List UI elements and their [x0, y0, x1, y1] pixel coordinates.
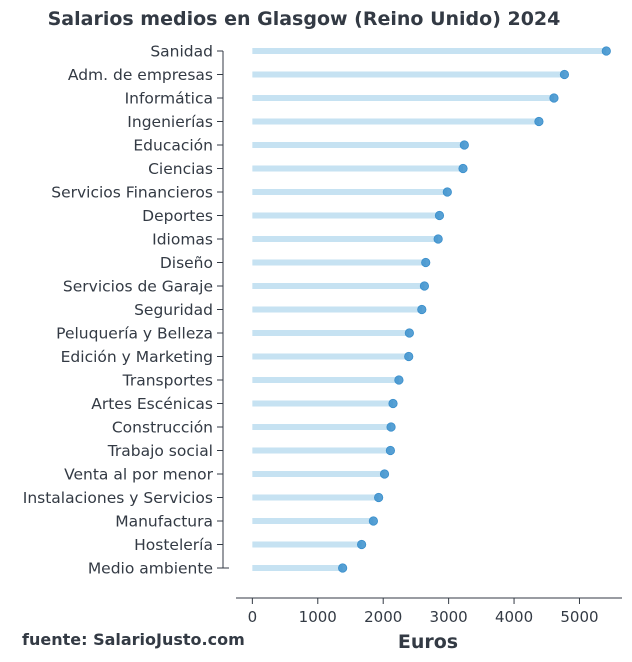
dot-artes-escenicas: [388, 398, 398, 409]
category-label-informatica: Informática: [125, 90, 213, 108]
dots-group: [338, 46, 611, 573]
dot-manufactura: [368, 516, 378, 526]
dot-medio-ambiente: [338, 563, 348, 573]
dot-sanidad: [601, 46, 611, 56]
dot-servicios-financieros: [442, 187, 452, 197]
category-label-edicion-y-marketing: Edición y Marketing: [61, 348, 213, 366]
dot-hosteleria: [357, 539, 367, 550]
stems-group: [252, 48, 607, 571]
category-label-idiomas: Idiomas: [152, 231, 213, 249]
dot-instalaciones-y-servicios: [374, 492, 384, 503]
dot-seguridad: [417, 304, 427, 315]
category-label-servicios-financieros: Servicios Financieros: [51, 184, 213, 202]
x-ticks-group: 0 1000 2000 3000 4000 5000: [248, 598, 599, 626]
x-tick-label-3000: 3000: [430, 608, 468, 626]
category-labels-group: Sanidad Adm. de empresas Informática Ingeni…: [23, 43, 223, 578]
x-tick-label-5000: 5000: [560, 608, 598, 626]
x-axis-label: Euros: [398, 631, 458, 653]
category-label-ingenierias: Ingenierías: [127, 113, 213, 131]
dot-ciencias: [458, 163, 468, 174]
category-label-sanidad: Sanidad: [150, 43, 213, 61]
category-label-educacion: Educación: [133, 137, 213, 155]
category-label-trabajo-social: Trabajo social: [107, 442, 213, 460]
category-label-peluqueria-y-belleza: Peluquería y Belleza: [56, 325, 213, 343]
dot-educacion: [459, 140, 469, 150]
dot-construccion: [386, 422, 396, 432]
dot-informatica: [549, 93, 559, 103]
dot-deportes: [434, 210, 445, 221]
dot-diseno: [421, 257, 431, 268]
category-label-adm-de-empresas: Adm. de empresas: [68, 66, 213, 84]
category-label-hosteleria: Hostelería: [134, 536, 213, 554]
category-label-deportes: Deportes: [142, 207, 213, 225]
category-label-medio-ambiente: Medio ambiente: [88, 560, 213, 578]
category-label-venta-al-por-menor: Venta al por menor: [64, 466, 214, 484]
dot-idiomas: [433, 234, 443, 244]
x-tick-label-0: 0: [248, 608, 258, 626]
category-label-construccion: Construcción: [112, 419, 213, 437]
x-tick-label-4000: 4000: [495, 608, 533, 626]
dot-venta-al-por-menor: [379, 469, 390, 479]
dot-edicion-y-marketing: [404, 351, 414, 362]
category-label-seguridad: Seguridad: [134, 301, 213, 319]
dot-trabajo-social: [385, 445, 395, 456]
category-label-artes-escenicas: Artes Escénicas: [91, 395, 213, 413]
category-label-manufactura: Manufactura: [115, 513, 213, 531]
category-label-transportes: Transportes: [122, 372, 213, 390]
dot-adm-de-empresas: [559, 69, 570, 80]
source-note: fuente: SalarioJusto.com: [22, 630, 245, 649]
x-tick-label-1000: 1000: [299, 608, 337, 626]
dot-transportes: [394, 375, 404, 385]
category-label-ciencias: Ciencias: [148, 160, 213, 178]
dot-ingenierias: [534, 116, 544, 127]
chart-title: Salarios medios en Glasgow (Reino Unido)…: [48, 8, 561, 30]
dot-servicios-de-garaje: [419, 281, 430, 291]
x-tick-label-2000: 2000: [364, 608, 402, 626]
category-label-instalaciones-y-servicios: Instalaciones y Servicios: [23, 489, 213, 507]
dot-peluqueria-y-belleza: [404, 328, 414, 338]
category-label-diseno: Diseño: [160, 254, 213, 272]
category-label-servicios-de-garaje: Servicios de Garaje: [63, 278, 213, 296]
